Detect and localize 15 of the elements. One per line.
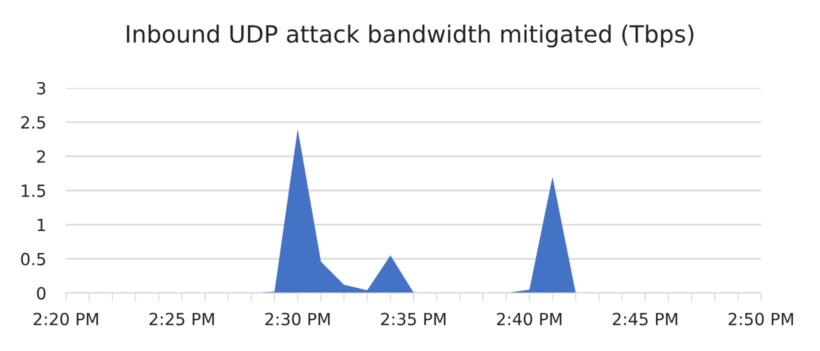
x-tick-label: 2:20 PM bbox=[34, 312, 98, 326]
x-tick-label: 2:30 PM bbox=[265, 312, 330, 326]
x-tick-label: 2:35 PM bbox=[381, 312, 446, 326]
x-tick-label: 2:40 PM bbox=[497, 312, 562, 326]
y-tick-label: 2.5 bbox=[21, 116, 46, 129]
y-tick-label: 1 bbox=[38, 218, 46, 231]
chart-title: Inbound UDP attack bandwidth mitigated (Tbps) bbox=[126, 24, 694, 48]
y-tick-label: 0.5 bbox=[21, 252, 46, 266]
x-tick-label: 2:45 PM bbox=[612, 312, 678, 326]
y-tick-label: 2 bbox=[37, 150, 45, 163]
y-tick-label: 3 bbox=[37, 82, 46, 95]
x-tick-label: 2:25 PM bbox=[150, 312, 214, 326]
y-tick-label: 1.5 bbox=[22, 184, 46, 198]
y-tick-label: 0 bbox=[37, 286, 46, 300]
x-tick-label: 2:50 PM bbox=[728, 312, 793, 326]
